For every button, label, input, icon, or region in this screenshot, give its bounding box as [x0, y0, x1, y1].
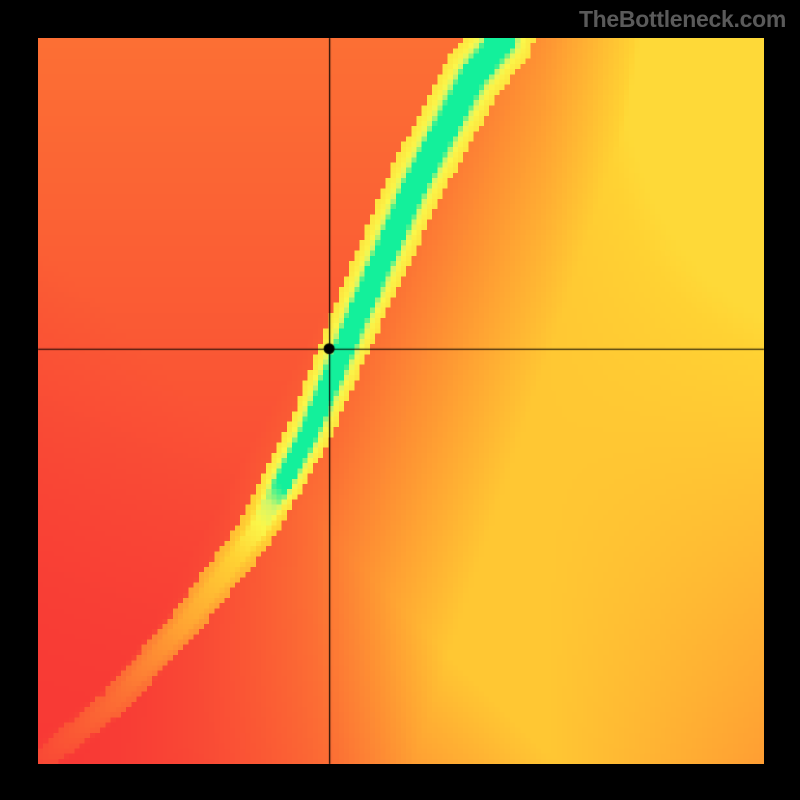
overlay-canvas — [0, 0, 800, 800]
watermark-text: TheBottleneck.com — [579, 6, 786, 33]
chart-container: TheBottleneck.com — [0, 0, 800, 800]
